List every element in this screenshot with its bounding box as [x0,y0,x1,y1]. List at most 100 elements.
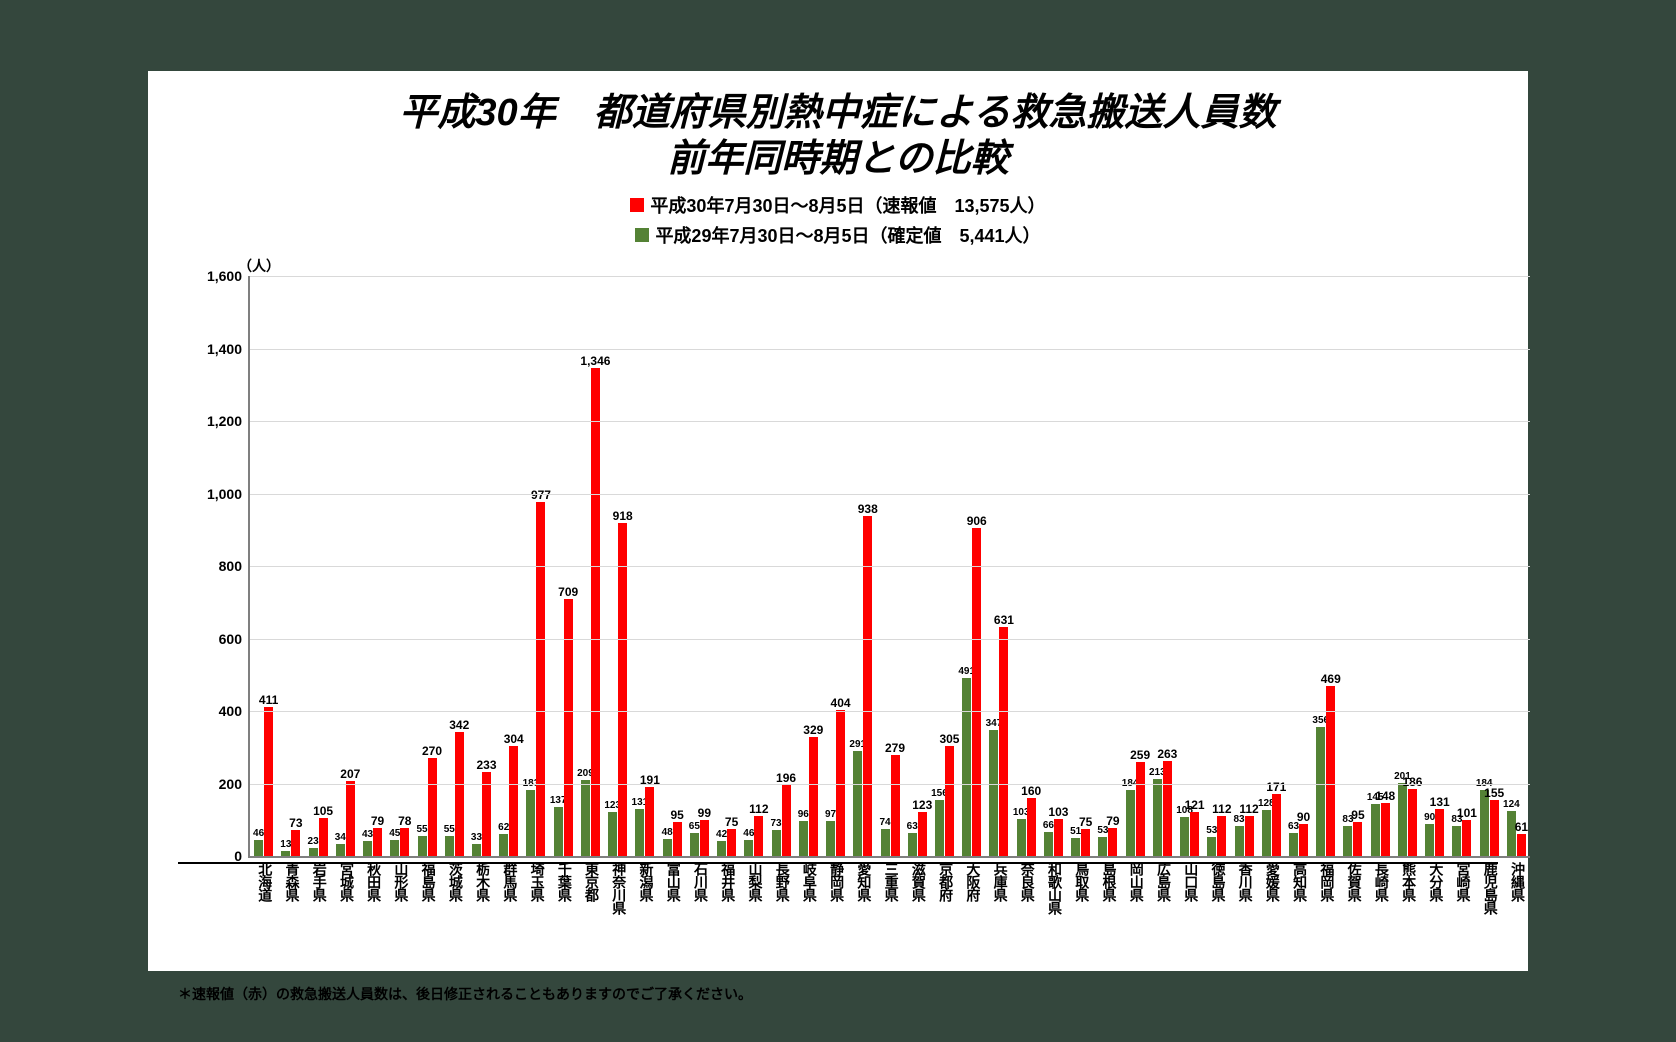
bar-value-label: 55 [416,825,427,836]
x-tick-label: 新潟県 [629,862,656,914]
bar-value-label: 186 [1402,776,1422,789]
bar-value-label: 121 [1185,799,1205,812]
bar-value-label: 207 [340,768,360,781]
gridline [250,566,1530,567]
bar-value-label: 270 [422,745,442,758]
bar-h30: 131 [1435,809,1444,856]
x-tick-label: 大阪府 [956,862,983,914]
legend-item-h30: 平成30年7月30日～8月5日（速報値 13,575人） [630,192,1045,218]
bar-value-label: 631 [994,614,1014,627]
bar-value-label: 97 [825,810,836,821]
bar-group: 156305 [931,746,958,857]
bar-h30: 99 [700,820,709,856]
bar-h29: 347 [989,730,998,856]
y-tick-label: 1,000 [182,486,250,502]
bar-value-label: 90 [1297,811,1310,824]
legend-swatch-h29 [635,228,649,242]
x-tick-label: 岩手県 [302,862,329,914]
bar-h30: 329 [809,737,818,856]
bar-value-label: 96 [798,810,809,821]
bar-group: 66103 [1040,819,1067,856]
x-tick-label: 奈良県 [1011,862,1038,914]
legend-label-h30: 平成30年7月30日～8月5日（速報値 13,575人） [650,192,1045,218]
y-axis-unit: （人） [238,256,1498,276]
x-tick-label: 徳島県 [1201,862,1228,914]
bar-h29: 74 [881,829,890,856]
bar-h29: 97 [826,821,835,856]
bar-group: 53112 [1203,816,1230,857]
x-tick-label: 宮城県 [330,862,357,914]
bar-h30: 160 [1027,798,1036,856]
bar-group: 183977 [522,502,549,856]
bar-h30: 61 [1517,834,1526,856]
gridline [250,639,1530,640]
bar-value-label: 46 [743,829,754,840]
x-tick-label: 群馬県 [493,862,520,914]
bar-h29: 45 [390,840,399,856]
bar-value-label: 42 [716,830,727,841]
bar-group: 4275 [713,829,740,856]
bar-h29: 63 [1289,833,1298,856]
bar-h30: 305 [945,746,954,857]
bar-value-label: 155 [1484,787,1504,800]
bar-h30: 906 [972,528,981,856]
x-tick-label: 栃木県 [466,862,493,914]
bar-value-label: 78 [398,815,411,828]
bar-h30: 90 [1299,824,1308,857]
y-tick-label: 600 [182,631,250,647]
bar-group: 1373 [277,830,304,856]
x-tick-label: 青森県 [275,862,302,914]
x-tick-label: 鳥取県 [1065,862,1092,914]
bar-h29: 491 [962,678,971,856]
bar-h30: 171 [1272,794,1281,856]
bar-h30: 196 [782,785,791,856]
bar-h30: 186 [1408,789,1417,856]
gridline [250,349,1530,350]
bar-h29: 46 [744,840,753,857]
bar-h30: 191 [645,787,654,856]
gridline [250,784,1530,785]
bar-value-label: 101 [1457,807,1477,820]
x-tick-label: 千葉県 [548,862,575,914]
y-tick-label: 1,200 [182,413,250,429]
bar-h29: 128 [1262,810,1271,856]
chart-title: 平成30年 都道府県別熱中症による救急搬送人員数 前年同時期との比較 [178,91,1498,182]
bar-h30: 631 [999,627,1008,856]
bar-group: 213263 [1149,761,1176,856]
bar-h30: 112 [1217,816,1226,857]
bar-h29: 53 [1098,837,1107,856]
gridline [250,494,1530,495]
y-tick-label: 400 [182,703,250,719]
bar-value-label: 112 [1239,803,1258,816]
bar-value-label: 95 [1351,809,1364,822]
bar-h29: 62 [499,834,508,856]
bar-value-label: 263 [1157,748,1177,761]
bar-value-label: 411 [259,694,278,707]
bar-h29: 55 [418,836,427,856]
bar-group: 128171 [1258,794,1285,856]
bar-value-label: 63 [1288,822,1299,833]
bar-value-label: 191 [640,774,660,787]
bar-h29: 201 [1398,783,1407,856]
bar-h29: 83 [1235,826,1244,856]
x-tick-label: 香川県 [1228,862,1255,914]
bar-h29: 156 [935,800,944,857]
bar-h30: 112 [1245,816,1254,857]
bar-value-label: 33 [471,833,482,844]
bar-value-label: 938 [858,503,878,516]
bar-h29: 145 [1371,804,1380,857]
bar-value-label: 233 [476,759,496,772]
x-tick-label: 山口県 [1174,862,1201,914]
bar-h30: 101 [1462,820,1471,857]
plot-area: 4641113732310534207437945785527055342332… [248,276,1530,858]
bar-group: 4895 [659,822,686,856]
bar-group: 46411 [250,707,277,856]
bar-h30: 95 [1353,822,1362,856]
x-tick-label: 三重県 [874,862,901,914]
bar-h29: 123 [608,812,617,857]
bar-h29: 34 [336,844,345,856]
bar-value-label: 62 [498,823,509,834]
gridline [250,276,1530,277]
bar-h29: 83 [1452,826,1461,856]
bar-value-label: 45 [389,829,400,840]
